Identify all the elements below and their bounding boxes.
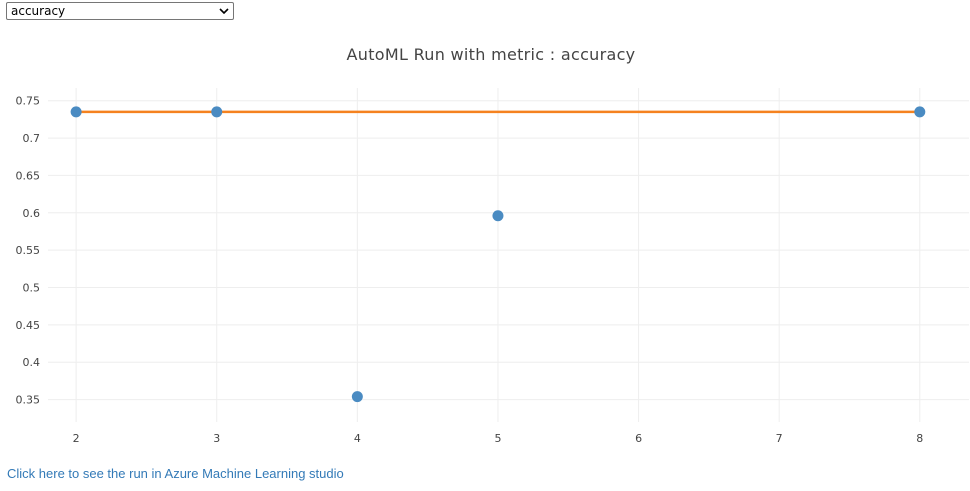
y-tick-label: 0.7 — [23, 132, 41, 145]
grid-layer — [48, 88, 969, 422]
data-point — [70, 106, 82, 118]
azure-studio-link[interactable]: Click here to see the run in Azure Machi… — [7, 466, 344, 481]
tick-labels: 2 3 4 5 6 7 8 0.35 0.4 0.45 0.5 0.55 0.6 0.65 0.7 0.75 — [16, 95, 924, 445]
chart-title: AutoML Run with metric : accuracy — [347, 45, 636, 64]
y-tick-label: 0.65 — [16, 169, 41, 182]
y-tick-label: 0.55 — [16, 244, 41, 257]
y-tick-label: 0.6 — [23, 207, 41, 220]
metric-select-value: accuracy — [11, 4, 66, 18]
x-tick-label: 7 — [776, 432, 783, 445]
x-tick-label: 6 — [635, 432, 642, 445]
data-point — [492, 210, 504, 222]
x-tick-label: 4 — [354, 432, 361, 445]
chevron-down-icon — [219, 8, 229, 14]
y-tick-label: 0.4 — [23, 356, 41, 369]
x-tick-label: 3 — [213, 432, 220, 445]
data-point — [914, 106, 926, 118]
series-layer — [70, 106, 926, 403]
x-tick-label: 2 — [73, 432, 80, 445]
y-tick-label: 0.45 — [16, 319, 41, 332]
y-tick-label: 0.75 — [16, 95, 41, 108]
x-tick-label: 5 — [494, 432, 501, 445]
metric-chart: AutoML Run with metric : accuracy 2 3 4 5 6 7… — [16, 45, 969, 445]
data-point — [351, 391, 363, 403]
x-tick-label: 8 — [916, 432, 923, 445]
data-point — [211, 106, 223, 118]
metric-select[interactable]: accuracy — [6, 2, 234, 20]
y-tick-label: 0.35 — [16, 394, 41, 407]
y-tick-label: 0.5 — [23, 282, 41, 295]
